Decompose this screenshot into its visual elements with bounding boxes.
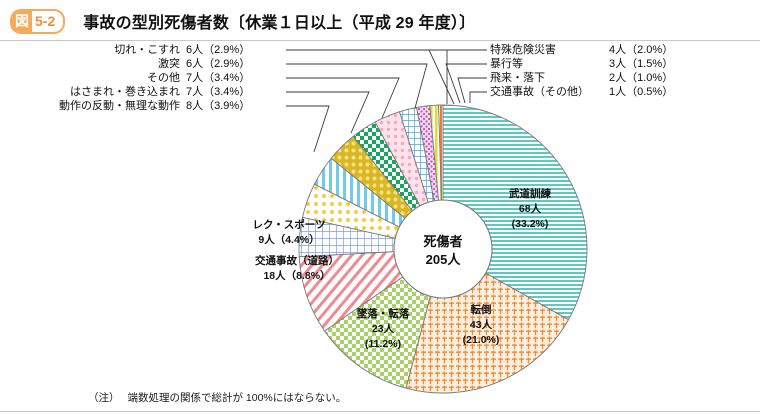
right-callout-label-group: 特殊危険災害 4人（2.0%） 暴行等 3人（1.5%） 飛来・落下 2人（1.… bbox=[490, 44, 760, 118]
slice-label-tento: 転倒 43人 (21.0%) bbox=[463, 303, 500, 346]
pie-slice bbox=[405, 248, 570, 394]
left-callout-label-group: 切れ・こすれ 6人（2.9%） 激突 6人（2.9%） その他 7人（3.4%）… bbox=[0, 44, 300, 118]
slice-label-budo: 武道訓練 68人 (33.2%) bbox=[509, 187, 551, 230]
slice-label-count: 43人 bbox=[470, 318, 493, 331]
callout-label-name: 激突 bbox=[158, 58, 180, 70]
pie-slice bbox=[323, 247, 444, 389]
callout-label-value: 2人（1.0%） bbox=[609, 72, 674, 84]
footnote-text: 端数処理の関係で総計が 100%にはならない。 bbox=[127, 392, 347, 404]
leader-lines-left bbox=[286, 49, 448, 153]
slice-label-rec-sports: レク・スポーツ 9人（4.4%） bbox=[252, 218, 325, 246]
pie-slice-group bbox=[298, 104, 588, 394]
pie-slice bbox=[429, 104, 444, 250]
callout-label-value: 4人（2.0%） bbox=[609, 44, 674, 56]
callout-label-hirai-rakka: 飛来・落下 2人（1.0%） bbox=[490, 72, 760, 86]
pie-slice bbox=[313, 157, 444, 250]
callout-label-hasamare: はさまれ・巻き込まれ 7人（3.4%） bbox=[0, 86, 300, 100]
callout-label-dousa-handou: 動作の反動・無理な動作 8人（3.9%） bbox=[0, 100, 300, 114]
donut-hole bbox=[393, 199, 493, 299]
figure-badge-kanji: 図 bbox=[12, 10, 32, 32]
slice-label-tsuiraku: 墜落・転落 23人 (11.2%) bbox=[357, 307, 410, 350]
pie-slice bbox=[442, 104, 588, 321]
pie-slice bbox=[352, 121, 444, 250]
callout-label-name: 暴行等 bbox=[490, 58, 523, 70]
callout-label-name: その他 bbox=[147, 72, 180, 84]
callout-label-value: 6人（2.9%） bbox=[186, 44, 251, 56]
callout-label-sonota: その他 7人（3.4%） bbox=[0, 72, 300, 86]
figure-header: 図 5-2 事故の型別死傷者数〔休業１日以上（平成 29 年度）〕 bbox=[0, 0, 760, 42]
page-title: 事故の型別死傷者数〔休業１日以上（平成 29 年度）〕 bbox=[83, 15, 476, 32]
callout-label-koutsu-sonota: 交通事故（その他） 1人（0.5%） bbox=[490, 86, 760, 100]
leader-lines-right bbox=[428, 49, 487, 105]
pie-slice bbox=[298, 248, 445, 332]
slice-label-name: 武道訓練 bbox=[509, 187, 551, 200]
slice-label-name: レク・スポーツ bbox=[252, 218, 325, 231]
slice-label-name: 転倒 bbox=[471, 303, 492, 316]
pie-slice bbox=[302, 183, 444, 250]
pie-slice bbox=[398, 106, 444, 250]
pie-slice bbox=[298, 216, 444, 258]
chart-footnote: （注） 端数処理の関係で総計が 100%にはならない。 bbox=[88, 390, 346, 405]
slice-label-percent: (11.2%) bbox=[365, 338, 401, 350]
slice-label-name: 墜落・転落 bbox=[357, 307, 410, 320]
callout-label-value: 6人（2.9%） bbox=[186, 58, 251, 70]
callout-label-name: 切れ・こすれ bbox=[114, 44, 180, 56]
pie-slice bbox=[416, 105, 444, 250]
callout-label-tokushu-kiken: 特殊危険災害 4人（2.0%） bbox=[490, 44, 760, 58]
pie-slice bbox=[374, 111, 444, 250]
footer-divider bbox=[0, 411, 760, 412]
slice-label-count: 18人（8.8%） bbox=[263, 269, 330, 282]
callout-label-name: 動作の反動・無理な動作 bbox=[59, 100, 180, 112]
callout-label-value: 3人（1.5%） bbox=[609, 58, 674, 70]
slice-label-count: 23人 bbox=[372, 322, 395, 335]
slice-label-percent: (33.2%) bbox=[512, 218, 549, 230]
callout-label-boukou: 暴行等 3人（1.5%） bbox=[490, 58, 760, 72]
callout-label-value: 7人（3.4%） bbox=[186, 72, 251, 84]
slice-label-count: 9人（4.4%） bbox=[258, 233, 319, 246]
figure-badge-number: 5-2 bbox=[35, 12, 56, 29]
callout-label-name: 飛来・落下 bbox=[490, 72, 545, 84]
slice-label-name: 交通事故（道路） bbox=[255, 254, 339, 267]
footnote-mark: （注） bbox=[88, 392, 120, 404]
center-total-line1: 死傷者 bbox=[423, 234, 462, 249]
callout-label-name: 特殊危険災害 bbox=[490, 44, 556, 56]
slice-label-count: 68人 bbox=[519, 202, 542, 215]
slice-label-koutsu-douro: 交通事故（道路） 18人（8.8%） bbox=[255, 254, 339, 282]
pie-slice bbox=[438, 104, 444, 250]
callout-label-name: はさまれ・巻き込まれ bbox=[70, 86, 180, 98]
header-divider bbox=[0, 40, 760, 41]
callout-label-value: 7人（3.4%） bbox=[186, 86, 251, 98]
callout-label-value: 1人（0.5%） bbox=[609, 86, 674, 98]
callout-label-value: 8人（3.9%） bbox=[186, 100, 251, 112]
pie-slice bbox=[330, 135, 444, 250]
figure-badge: 図 5-2 bbox=[10, 8, 66, 34]
center-total-line2: 205人 bbox=[426, 252, 462, 267]
callout-label-name: 交通事故（その他） bbox=[490, 86, 589, 98]
callout-label-kire-kosure: 切れ・こすれ 6人（2.9%） bbox=[0, 44, 300, 58]
slice-label-percent: (21.0%) bbox=[463, 334, 500, 346]
callout-label-gekitotsu: 激突 6人（2.9%） bbox=[0, 58, 300, 72]
